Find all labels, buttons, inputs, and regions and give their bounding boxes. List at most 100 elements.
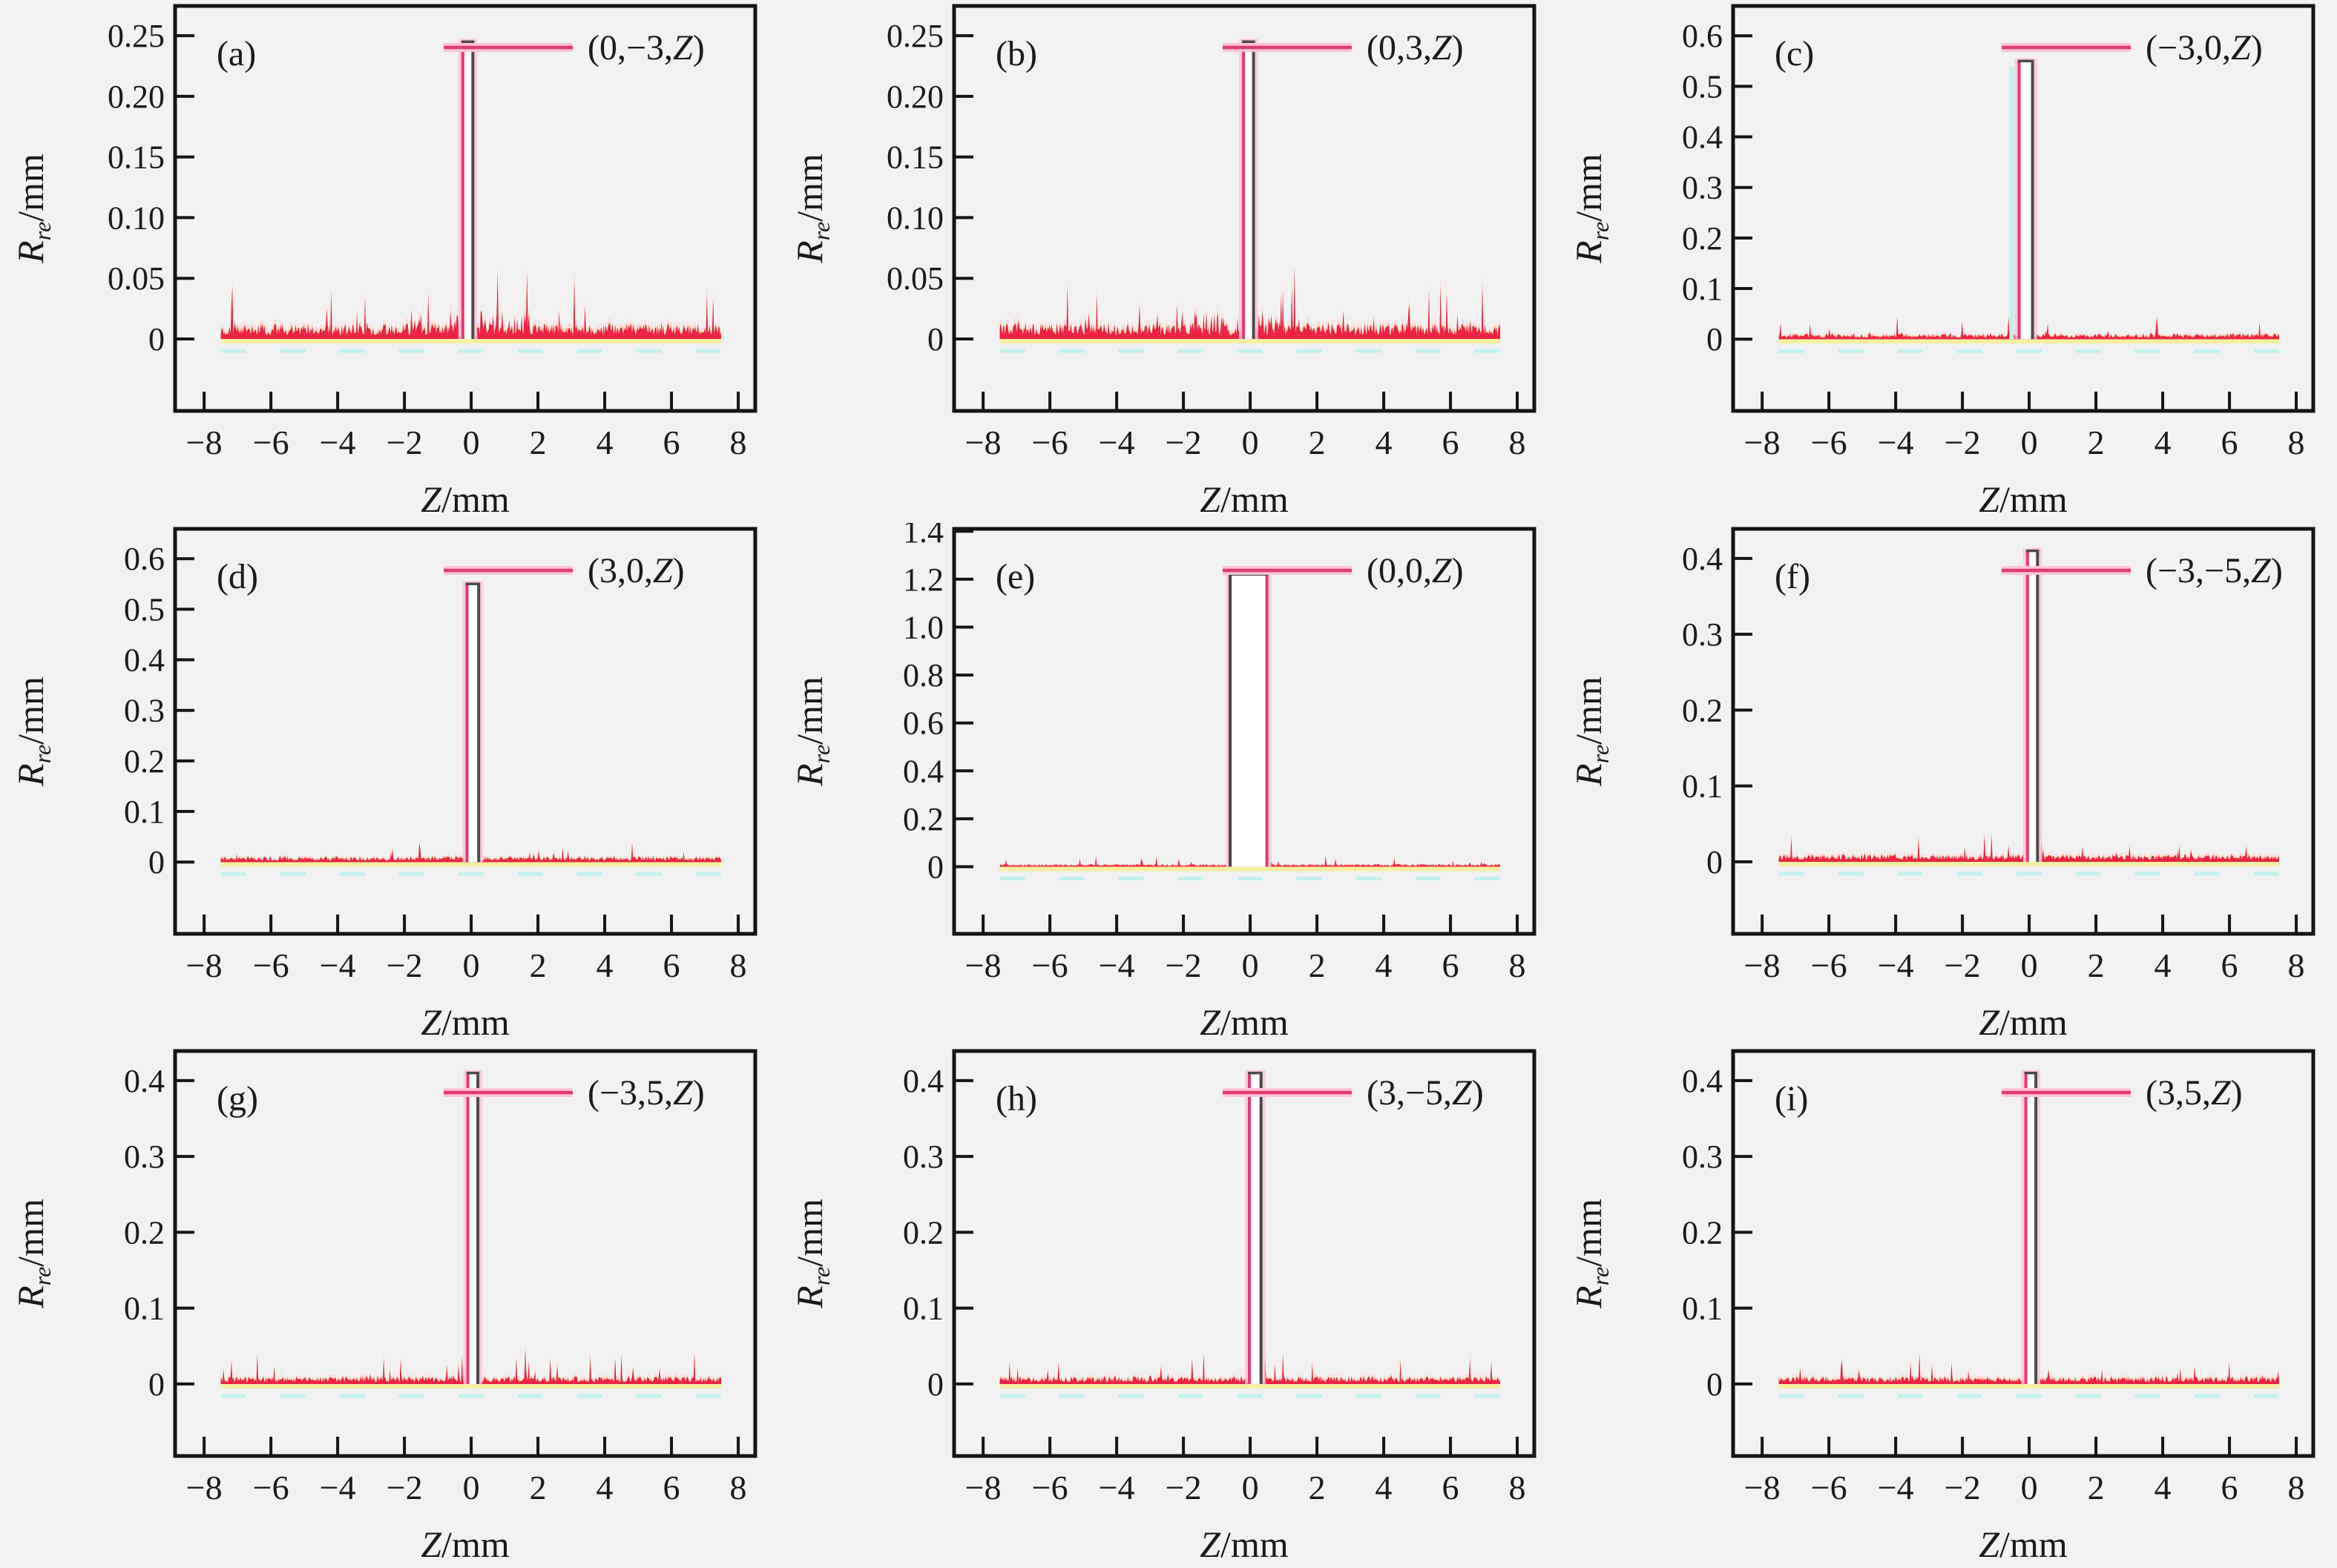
x-tick-label: 8 <box>2288 1469 2305 1506</box>
y-tick-label: 0.25 <box>887 18 944 54</box>
x-tick-label: −4 <box>1878 946 1914 984</box>
x-tick-label: 6 <box>663 946 680 984</box>
legend-label: (3,0,Z) <box>588 551 685 590</box>
y-tick-label: 0.3 <box>1682 170 1723 206</box>
x-tick-label: −8 <box>1744 424 1781 461</box>
x-tick-label: 2 <box>530 1469 547 1506</box>
x-tick-label: 8 <box>730 424 747 461</box>
x-tick-label: −4 <box>320 1469 356 1506</box>
y-tick-label: 0.2 <box>1682 1215 1723 1251</box>
y-axis-label: Rre/mm <box>10 154 56 264</box>
x-tick-label: 4 <box>2154 424 2172 461</box>
x-tick-label: 0 <box>463 1469 480 1506</box>
noise-series-yellow <box>1778 1350 2279 1389</box>
axes-box <box>173 527 757 936</box>
x-tick-label: 2 <box>2088 946 2105 984</box>
axes-box <box>952 527 1536 936</box>
y-tick-label: 0.4 <box>1682 119 1723 156</box>
noise-series-red <box>220 271 722 339</box>
x-tick-label: 8 <box>2288 424 2305 461</box>
panel-c: 0 0.1 0.2 0.3 0.4 0.5 0.6 −8 −6 −4 −2 0 2 4 6 8 Z/mm Rre/… <box>1558 0 2337 523</box>
x-tick-label: 6 <box>2221 946 2238 984</box>
panel-letter: (c) <box>1775 34 1814 73</box>
x-axis-label: Z/mm <box>421 478 510 520</box>
x-tick-label: 2 <box>530 946 547 984</box>
x-tick-label: −2 <box>1945 946 1981 984</box>
x-tick-label: −4 <box>1099 1469 1135 1506</box>
y-tick-label: 0.20 <box>108 79 165 115</box>
y-tick-label: 0.6 <box>903 705 944 741</box>
y-axis-label: Rre/mm <box>1568 154 1614 264</box>
plot-g: 0 0.1 0.2 0.3 0.4 −8 −6 −4 −2 0 2 4 6 8 Z/mm Rre/mm (g) (… <box>10 1049 757 1565</box>
x-tick-label: 2 <box>530 424 547 461</box>
y-tick-label: 0.8 <box>903 657 944 694</box>
x-tick-label: −6 <box>253 1469 289 1506</box>
panel-f: 0 0.1 0.2 0.3 0.4 −8 −6 −4 −2 0 2 4 6 8 Z/mm Rre/mm (f) (… <box>1558 523 2337 1046</box>
plot-h: 0 0.1 0.2 0.3 0.4 −8 −6 −4 −2 0 2 4 6 8 Z/mm Rre/mm (h) (… <box>789 1049 1536 1565</box>
x-tick-label: 0 <box>2021 1469 2038 1506</box>
y-tick-label: 0.4 <box>1682 1063 1723 1099</box>
x-tick-label: −2 <box>1166 1469 1202 1506</box>
x-tick-label: −4 <box>1878 1469 1914 1506</box>
y-tick-label: 0.4 <box>1682 541 1723 577</box>
y-tick-label: 0.3 <box>903 1139 944 1175</box>
panel-letter: (e) <box>996 557 1035 596</box>
noise-series-red <box>220 1352 722 1385</box>
x-tick-label: 6 <box>2221 424 2238 461</box>
x-tick-label: 0 <box>1242 946 1259 984</box>
panel-letter: (d) <box>217 557 258 596</box>
x-tick-label: −4 <box>1099 946 1135 984</box>
x-tick-label: 0 <box>1242 1469 1259 1506</box>
y-axis-label: Rre/mm <box>10 676 56 787</box>
plot-i: 0 0.1 0.2 0.3 0.4 −8 −6 −4 −2 0 2 4 6 8 Z/mm Rre/mm (i) (… <box>1568 1049 2315 1565</box>
x-tick-label: 6 <box>1442 424 1459 461</box>
y-tick-label: 0.4 <box>903 1063 944 1099</box>
y-tick-label: 0.6 <box>1682 18 1723 54</box>
x-axis-label: Z/mm <box>1200 1001 1289 1043</box>
legend-label: (0,−3,Z) <box>588 28 705 67</box>
x-tick-label: −6 <box>1032 1469 1068 1506</box>
x-tick-label: −8 <box>186 946 223 984</box>
y-tick-label: 0.15 <box>108 139 165 176</box>
axes-box <box>952 1049 1536 1458</box>
axes-box <box>1731 527 2315 936</box>
y-tick-label: 0.2 <box>903 1215 944 1251</box>
y-tick-label: 0.4 <box>124 1063 165 1099</box>
noise-series-red <box>1778 1353 2279 1385</box>
legend-label: (0,3,Z) <box>1367 28 1464 67</box>
x-tick-label: −2 <box>1945 1469 1981 1506</box>
axes-box <box>173 1049 757 1458</box>
y-tick-label: 0.1 <box>124 794 165 830</box>
peak-rect <box>2027 550 2038 862</box>
x-tick-label: −4 <box>1878 424 1914 461</box>
y-tick-label: 0.3 <box>124 692 165 728</box>
noise-series-yellow <box>1778 312 2279 344</box>
x-tick-label: 6 <box>663 424 680 461</box>
x-tick-label: −8 <box>1744 946 1781 984</box>
panel-a: 0 0.05 0.10 0.15 0.20 0.25 −8 −6 −4 −2 0 2 4 6 8 Z/mm Rr… <box>0 0 779 523</box>
axes-box <box>1731 4 2315 413</box>
x-axis-label: Z/mm <box>421 1523 510 1565</box>
plot-d: 0 0.1 0.2 0.3 0.4 0.5 0.6 −8 −6 −4 −2 0 2 4 6 8 Z/mm Rre/… <box>10 527 757 1043</box>
y-tick-label: 0.2 <box>124 743 165 780</box>
panel-g: 0 0.1 0.2 0.3 0.4 −8 −6 −4 −2 0 2 4 6 8 Z/mm Rre/mm (g) (… <box>0 1045 779 1568</box>
x-tick-label: −2 <box>387 1469 423 1506</box>
legend-label: (−3,−5,Z) <box>2146 551 2283 590</box>
y-axis-label: Rre/mm <box>1568 676 1614 787</box>
x-tick-label: 8 <box>1509 946 1526 984</box>
axes-box <box>173 4 757 413</box>
x-tick-label: 4 <box>1375 1469 1393 1506</box>
y-tick-label: 0.3 <box>124 1139 165 1175</box>
y-tick-label: 0.5 <box>1682 68 1723 105</box>
legend-label: (0,0,Z) <box>1367 551 1464 590</box>
axes-box <box>952 4 1536 413</box>
peak-rect <box>1243 42 1254 339</box>
panel-d: 0 0.1 0.2 0.3 0.4 0.5 0.6 −8 −6 −4 −2 0 2 4 6 8 Z/mm Rre/… <box>0 523 779 1046</box>
noise-series-yellow <box>999 1349 1500 1389</box>
y-tick-label: 0 <box>1706 844 1723 880</box>
y-tick-label: 0.1 <box>1682 768 1723 804</box>
y-tick-label: 0.3 <box>1682 616 1723 653</box>
x-tick-label: −8 <box>186 424 223 461</box>
plot-e: 0 0.2 0.4 0.6 0.8 1.0 1.2 1.4 −8 −6 −4 −2 0 2 4 6 8 Z/mm R… <box>789 523 1536 1043</box>
y-tick-label: 0.1 <box>903 1291 944 1327</box>
